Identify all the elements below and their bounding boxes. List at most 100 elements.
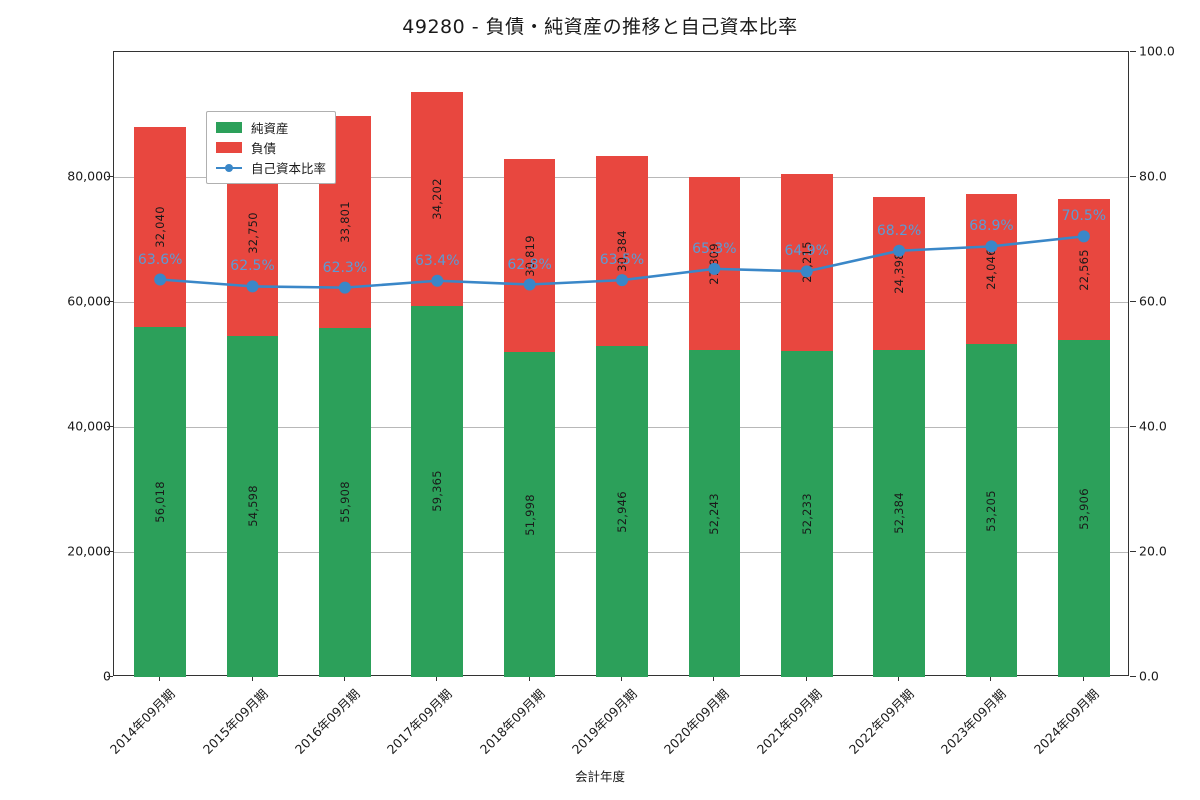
y-axis-right-tick-label: 40.0 [1139, 418, 1167, 434]
legend-swatch-ratio [216, 162, 242, 173]
bar-value-label-equity: 53,906 [1076, 487, 1091, 530]
bar-value-label-equity: 55,908 [337, 481, 352, 524]
ratio-value-label: 63.5% [599, 252, 645, 269]
bar-segment-equity [596, 346, 648, 677]
ratio-value-label: 62.8% [507, 256, 552, 273]
x-axis-tick-mark [621, 676, 622, 681]
x-axis-tick-mark [436, 676, 438, 681]
bar-value-label-equity: 53,205 [984, 490, 999, 532]
bar-segment-equity [134, 326, 187, 677]
chart-legend: 純資産 負債 自己資本比率 [206, 111, 337, 184]
y-axis-left-tick-label: 80,000 [67, 168, 111, 184]
ratio-value-label: 68.9% [969, 218, 1014, 235]
bar-value-label-equity: 59,365 [430, 470, 445, 513]
bar-segment-liability [134, 126, 187, 327]
y-axis-right-tick-mark [1130, 176, 1136, 177]
bar-value-label-equity: 54,598 [245, 485, 260, 528]
ratio-value-label: 62.3% [322, 259, 368, 276]
bar-segment-equity [688, 350, 741, 677]
bar-value-label-liability: 34,202 [430, 178, 445, 220]
bar-segment-equity [503, 352, 556, 677]
legend-item-liability: 負債 [216, 137, 326, 157]
ratio-value-label: 65.3% [692, 240, 737, 257]
x-axis-tick-mark [251, 676, 253, 681]
bar-value-label-liability: 24,398 [892, 252, 907, 295]
legend-swatch-equity [216, 121, 242, 133]
ratio-value-label: 64.9% [784, 243, 829, 260]
x-axis-tick-label: 2024年09月期 [1030, 686, 1102, 757]
y-axis-left-tick-mark [107, 551, 113, 552]
y-axis-left-tick-mark [107, 176, 113, 177]
x-axis-tick-mark [990, 676, 992, 681]
y-axis-left-tick-label: 0 [31, 669, 111, 684]
legend-label-ratio: 自己資本比率 [251, 160, 327, 176]
y-axis-right-tick-mark [1130, 51, 1136, 52]
bar-segment-equity [1057, 340, 1110, 677]
x-axis-tick-mark [159, 676, 161, 681]
x-axis-tick-mark [343, 676, 345, 681]
y-axis-right-tick-mark [1130, 551, 1136, 552]
legend-swatch-liability [216, 141, 242, 153]
y-axis-left-tick-label: 20,000 [67, 543, 111, 559]
ratio-value-label: 63.4% [415, 252, 460, 269]
x-axis-tick-label: 2017年09月期 [384, 686, 455, 757]
legend-item-equity: 純資産 [216, 117, 326, 137]
legend-dot-icon [225, 163, 233, 172]
ratio-value-label: 68.2% [876, 222, 922, 239]
legend-label-equity: 純資産 [251, 120, 289, 136]
x-axis-tick-mark [805, 676, 807, 681]
x-axis-label: 会計年度 [574, 769, 625, 784]
y-axis-right-tick-label: 80.0 [1139, 168, 1167, 184]
bar-value-label-liability: 32,750 [245, 212, 260, 255]
x-axis-tick-label: 2014年09月期 [107, 686, 178, 757]
y-axis-right-tick-mark [1130, 676, 1136, 677]
plot-area: 56,018 32,040 54,598 32,750 55,908 33,801 59,3… [113, 51, 1129, 677]
y-axis-right-tick-label: 20.0 [1139, 543, 1167, 559]
bar-segment-equity [873, 349, 925, 677]
x-axis-tick-label: 2018年09月期 [476, 686, 548, 757]
x-axis-tick-mark [1082, 676, 1084, 681]
bar-value-label-equity: 51,998 [522, 493, 537, 536]
bar-segment-equity [411, 305, 464, 677]
y-axis-left-tick-mark [107, 676, 113, 677]
y-axis-right-tick-mark [1130, 301, 1136, 302]
bar-value-label-liability: 33,801 [337, 201, 352, 243]
bar-value-label-equity: 52,233 [799, 493, 814, 535]
y-axis-left-tick-label: 40,000 [67, 418, 111, 434]
bar-value-label-equity: 52,384 [892, 492, 907, 535]
x-axis-tick-label: 2015年09月期 [199, 686, 271, 757]
x-axis-tick-label: 2023年09月期 [938, 686, 1010, 757]
x-axis-tick-label: 2016年09月期 [291, 686, 363, 757]
bar-value-label-equity: 56,018 [153, 481, 168, 523]
bar-segment-equity [319, 327, 371, 677]
legend-item-ratio: 自己資本比率 [216, 157, 326, 177]
x-axis-tick-label: 2022年09月期 [845, 686, 917, 757]
bar-value-label-equity: 52,946 [615, 490, 629, 533]
y-axis-left-tick-label: 60,000 [67, 293, 111, 309]
ratio-value-label: 62.5% [230, 258, 275, 275]
bar-value-label-liability: 24,046 [984, 248, 999, 291]
bar-value-label-liability: 32,040 [153, 206, 168, 248]
ratio-value-label: 63.6% [137, 251, 183, 268]
bar-segment-equity [965, 344, 1018, 677]
bar-segment-equity [780, 350, 833, 677]
ratio-value-label: 70.5% [1061, 208, 1107, 225]
bar-value-label-liability: 22,565 [1076, 248, 1091, 291]
y-axis-left-tick-mark [107, 426, 113, 427]
y-axis-right-tick-mark [1130, 426, 1136, 427]
y-axis-left-tick-mark [107, 301, 113, 302]
x-axis-tick-mark [528, 676, 530, 681]
y-axis-right-tick-label: 100.0 [1139, 43, 1175, 59]
legend-label-liability: 負債 [251, 140, 277, 156]
bar-segment-equity [226, 335, 279, 677]
x-axis-tick-label: 2020年09月期 [661, 686, 733, 757]
x-axis-tick-label: 2021年09月期 [753, 686, 825, 757]
y-axis-right-tick-label: 60.0 [1139, 293, 1167, 309]
x-axis-tick-label: 2019年09月期 [568, 686, 640, 757]
x-axis-tick-mark [898, 676, 900, 681]
y-axis-right-tick-label: 0.0 [1139, 668, 1159, 684]
chart-title: 49280 - 負債・純資産の推移と自己資本比率 [402, 16, 798, 38]
x-axis-tick-mark [713, 676, 715, 681]
bar-value-label-equity: 52,243 [707, 493, 722, 535]
